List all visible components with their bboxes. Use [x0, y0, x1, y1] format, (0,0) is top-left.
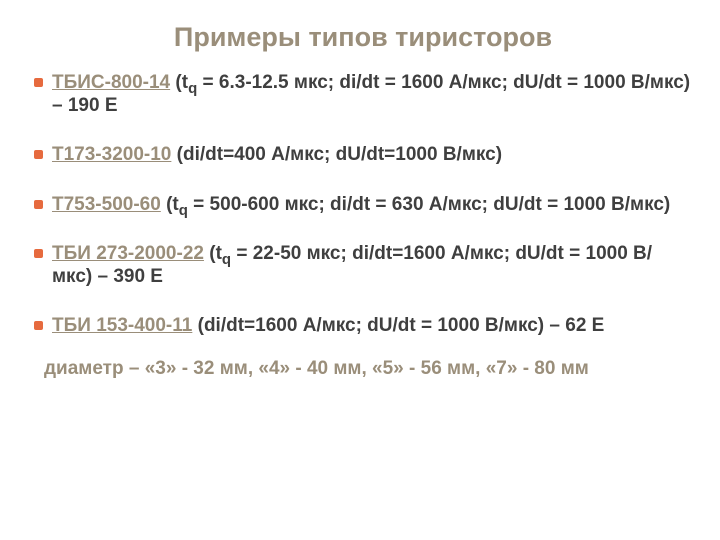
list-item: Т173-3200-10 (di/dt=400 А/мкс; dU/dt=100…	[34, 143, 692, 166]
param-text: (t	[170, 72, 188, 93]
thyristor-link[interactable]: Т753-500-60	[52, 194, 161, 215]
param-text: (t	[161, 194, 179, 215]
list-item: Т753-500-60 (tq = 500-600 мкс; di/dt = 6…	[34, 193, 692, 216]
thyristor-link[interactable]: ТБИС-800-14	[52, 72, 170, 93]
slide: Примеры типов тиристоров ТБИС-800-14 (tq…	[0, 0, 720, 540]
list-item: ТБИС-800-14 (tq = 6.3-12.5 мкс; di/dt = …	[34, 71, 692, 117]
tq-subscript: q	[222, 250, 231, 267]
param-text: (di/dt=400 А/мкс; dU/dt=1000 В/мкс)	[171, 144, 502, 165]
diameter-note: диаметр – «3» - 32 мм, «4» - 40 мм, «5» …	[34, 357, 692, 381]
tq-subscript: q	[179, 201, 188, 218]
param-text: (t	[204, 243, 222, 264]
list-item: ТБИ 273-2000-22 (tq = 22-50 мкс; di/dt=1…	[34, 242, 692, 288]
thyristor-link[interactable]: ТБИ 153-400-11	[52, 315, 192, 336]
param-text: = 500-600 мкс; di/dt = 630 А/мкс; dU/dt …	[188, 194, 670, 215]
page-title: Примеры типов тиристоров	[34, 22, 692, 53]
param-text: (di/dt=1600 А/мкс; dU/dt = 1000 В/мкс) –…	[192, 315, 604, 336]
list-item: ТБИ 153-400-11 (di/dt=1600 А/мкс; dU/dt …	[34, 314, 692, 337]
thyristor-link[interactable]: Т173-3200-10	[52, 144, 171, 165]
tq-subscript: q	[188, 80, 197, 97]
thyristor-link[interactable]: ТБИ 273-2000-22	[52, 243, 204, 264]
